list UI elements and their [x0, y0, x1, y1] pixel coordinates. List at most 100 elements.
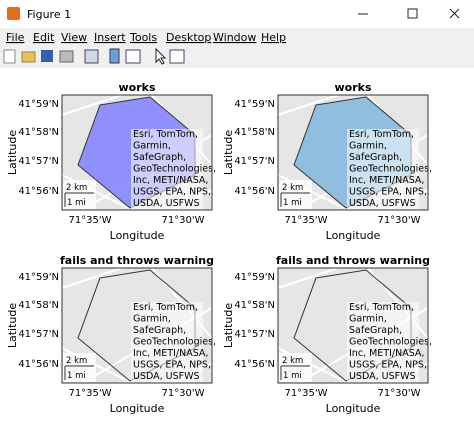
y-tick-label: 41°57'N	[234, 329, 275, 340]
y-tick-label: 41°57'N	[18, 329, 59, 340]
x-axis-label: Longitude	[326, 229, 381, 242]
attribution-text: USGS, EPA, NPS,	[133, 360, 211, 371]
x-axis-label: Longitude	[110, 229, 165, 242]
x-axis-label: Longitude	[326, 402, 381, 415]
y-axis-label: Latitude	[222, 303, 235, 349]
y-axis-label: Latitude	[6, 303, 19, 349]
attribution-text: Garmin,	[349, 141, 387, 152]
attribution-text: Inc, METI/NASA,	[133, 175, 208, 186]
y-tick-label: 41°58'N	[234, 300, 275, 311]
save-button[interactable]	[41, 50, 53, 62]
x-tick-label: 71°30'W	[161, 388, 204, 399]
y-tick-label: 41°56'N	[234, 359, 275, 370]
menu-item[interactable]: Edit	[33, 31, 55, 44]
close-button[interactable]	[449, 8, 460, 19]
axes-title: works	[118, 81, 155, 94]
window-title: Figure 1	[27, 8, 71, 21]
attribution-text: USDA, USFWS	[349, 198, 416, 209]
attribution-text: Esri, TomTom,	[133, 302, 198, 313]
toolbar	[3, 47, 185, 65]
x-tick-label: 71°30'W	[377, 215, 420, 226]
open-button[interactable]	[21, 51, 36, 63]
attribution-box	[131, 129, 203, 211]
attribution-text: GeoTechnologies,	[349, 164, 432, 175]
print-button[interactable]	[59, 50, 74, 63]
menu-item[interactable]: Desktop	[166, 31, 211, 44]
attribution-text: Inc, METI/NASA,	[349, 348, 424, 359]
attribution-text: USDA, USFWS	[133, 198, 200, 209]
attribution-text: SafeGraph,	[349, 152, 402, 163]
scalebar-box	[63, 353, 96, 382]
y-tick-label: 41°57'N	[18, 156, 59, 167]
road	[61, 267, 123, 289]
scalebar-label: 1 mi	[67, 371, 86, 381]
geo-axes: Esri, TomTom,Garmin,SafeGraph,GeoTechnol…	[222, 81, 432, 242]
geo-axes: Esri, TomTom,Garmin,SafeGraph,GeoTechnol…	[6, 81, 216, 242]
road	[61, 94, 123, 116]
y-tick-label: 41°56'N	[18, 186, 59, 197]
attribution-text: SafeGraph,	[349, 325, 402, 336]
link-button[interactable]	[84, 49, 99, 64]
menu-item[interactable]: File	[6, 31, 25, 44]
edit-plot-button[interactable]	[155, 47, 167, 65]
y-tick-label: 41°59'N	[18, 99, 59, 110]
scalebar-label: 1 mi	[283, 371, 302, 381]
scalebar	[64, 192, 94, 207]
axes-title: works	[334, 81, 371, 94]
axes-title: fails and throws warning	[60, 254, 214, 267]
attribution-text: GeoTechnologies,	[133, 164, 216, 175]
attribution-text: Garmin,	[349, 314, 387, 325]
attribution-text: Esri, TomTom,	[349, 302, 414, 313]
scalebar-box	[279, 353, 312, 382]
attribution-text: SafeGraph,	[133, 325, 186, 336]
x-tick-label: 71°35'W	[68, 215, 111, 226]
scalebar-label: 2 km	[66, 356, 87, 366]
property-inspector-button[interactable]	[169, 49, 185, 64]
attribution-text: USGS, EPA, NPS,	[349, 187, 427, 198]
scalebar	[280, 365, 310, 380]
x-tick-label: 71°30'W	[161, 215, 204, 226]
menu-item[interactable]: Window	[213, 31, 256, 44]
axes-frame	[61, 267, 213, 384]
attribution-text: Esri, TomTom,	[133, 129, 198, 140]
legend-button[interactable]	[125, 49, 141, 64]
scalebar-label: 2 km	[66, 183, 87, 193]
y-tick-label: 41°56'N	[234, 186, 275, 197]
menu-item[interactable]: Tools	[129, 31, 157, 44]
scalebar-label: 1 mi	[283, 198, 302, 208]
new-button[interactable]	[3, 49, 16, 64]
geo-axes: Esri, TomTom,Garmin,SafeGraph,GeoTechnol…	[222, 254, 432, 415]
y-tick-label: 41°57'N	[234, 156, 275, 167]
attribution-text: USDA, USFWS	[349, 371, 416, 382]
attribution-text: Inc, METI/NASA,	[349, 175, 424, 186]
attribution-text: Esri, TomTom,	[349, 129, 414, 140]
road	[277, 94, 339, 116]
scalebar	[280, 192, 310, 207]
title-bar	[0, 0, 474, 28]
road	[277, 267, 339, 289]
y-tick-label: 41°59'N	[234, 272, 275, 283]
x-tick-label: 71°30'W	[377, 388, 420, 399]
attribution-box	[131, 302, 203, 384]
attribution-text: USGS, EPA, NPS,	[133, 187, 211, 198]
y-axis-label: Latitude	[222, 130, 235, 176]
axes-frame	[277, 267, 429, 384]
scalebar-label: 2 km	[282, 356, 303, 366]
y-tick-label: 41°58'N	[18, 300, 59, 311]
y-tick-label: 41°59'N	[234, 99, 275, 110]
scalebar-box	[63, 180, 96, 209]
y-tick-label: 41°56'N	[18, 359, 59, 370]
maximize-button[interactable]	[407, 8, 418, 19]
scalebar-label: 1 mi	[67, 198, 86, 208]
colorbar-button[interactable]	[109, 48, 120, 64]
scalebar-box	[279, 180, 312, 209]
scalebar	[64, 365, 94, 380]
menu-item[interactable]: View	[61, 31, 87, 44]
x-tick-label: 71°35'W	[68, 388, 111, 399]
menu-item[interactable]: Insert	[94, 31, 126, 44]
menu-item[interactable]: Help	[261, 31, 286, 44]
app-icon	[7, 7, 20, 20]
attribution-box	[347, 129, 419, 211]
